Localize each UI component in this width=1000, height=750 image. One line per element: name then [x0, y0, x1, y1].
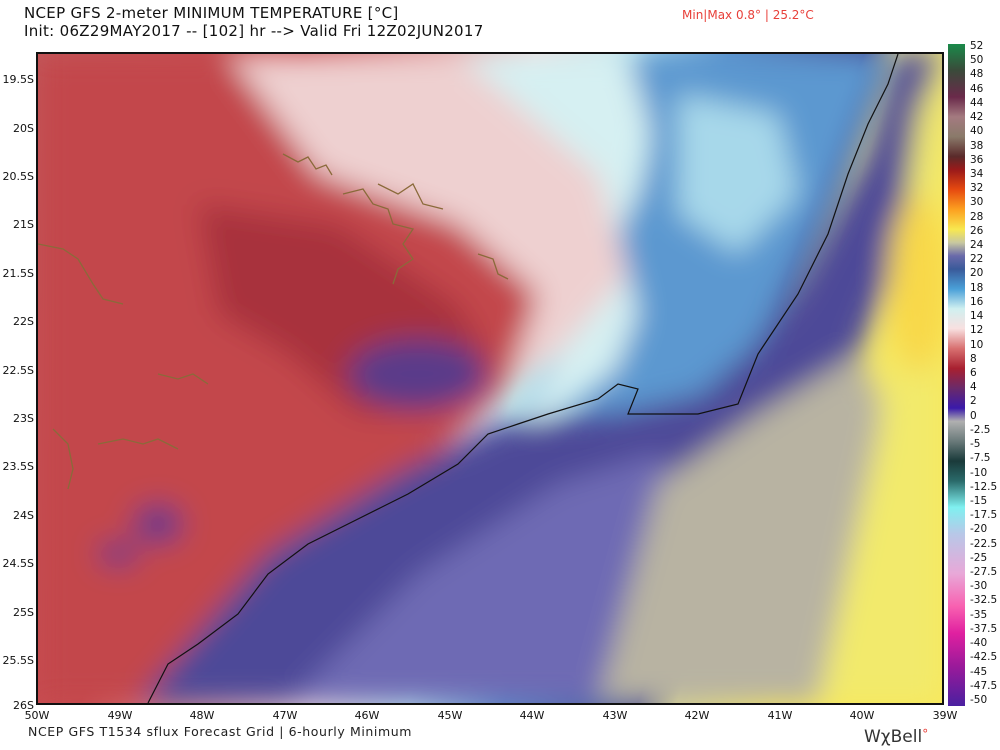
colorbar-label: 32	[970, 182, 984, 195]
logo-dot: °	[922, 727, 929, 741]
lon-label: 47W	[272, 709, 298, 722]
colorbar-label: 50	[970, 54, 984, 67]
lat-label: 20S	[13, 122, 34, 135]
lat-label: 26S	[13, 699, 34, 712]
lat-label: 25S	[13, 606, 34, 619]
lon-label: 50W	[24, 709, 50, 722]
colorbar-label: 46	[970, 82, 984, 95]
footer-source: NCEP GFS T1534 sflux Forecast Grid | 6-h…	[28, 724, 413, 739]
lon-label: 48W	[189, 709, 215, 722]
colorbar-label: 28	[970, 210, 984, 223]
colorbar-label: 24	[970, 239, 984, 252]
colorbar-label: 44	[970, 96, 984, 109]
colorbar-label: 4	[970, 381, 977, 394]
lon-label: 44W	[519, 709, 545, 722]
lat-label: 23.5S	[2, 460, 34, 473]
lon-label: 42W	[684, 709, 710, 722]
colorbar-label: 38	[970, 139, 984, 152]
colorbar-label: -50	[970, 694, 988, 706]
lat-label: 23S	[13, 412, 34, 425]
lon-label: 41W	[767, 709, 793, 722]
colorbar-label: 20	[970, 267, 984, 280]
coastline	[147, 54, 899, 703]
colorbar-label: -22.5	[970, 537, 998, 550]
temperature-map	[36, 52, 944, 705]
lon-label: 40W	[849, 709, 875, 722]
colorbar-label: -47.5	[970, 679, 998, 692]
colorbar-label: -15	[970, 494, 988, 507]
colorbar-label: 34	[970, 167, 984, 180]
lon-label: 46W	[354, 709, 380, 722]
colorbar-label: -5	[970, 438, 981, 451]
lat-label: 24.5S	[2, 557, 34, 570]
colorbar-label: -30	[970, 580, 988, 593]
colorbar-label: 26	[970, 224, 984, 237]
colorbar-label: -40	[970, 637, 988, 650]
lon-label: 49W	[107, 709, 133, 722]
logo-text: WχBell	[864, 727, 923, 747]
map-field	[38, 54, 942, 703]
colorbar-label: 12	[970, 324, 984, 337]
lat-label: 22S	[13, 315, 34, 328]
colorbar-label: -2.5	[970, 423, 991, 436]
colorbar-label: 2	[970, 395, 977, 408]
colorbar-label: -37.5	[970, 622, 998, 635]
colorbar-label: -42.5	[970, 651, 998, 664]
min-max-label: Min|Max 0.8° | 25.2°C	[682, 8, 814, 22]
colorbar-label: -12.5	[970, 480, 998, 493]
colorbar-label: -7.5	[970, 452, 991, 465]
colorbar-label: -45	[970, 665, 988, 678]
lon-label: 45W	[437, 709, 463, 722]
colorbar-label: 0	[970, 409, 977, 422]
lat-label: 21S	[13, 218, 34, 231]
colorbar-label: 10	[970, 338, 984, 351]
colorbar-label: -35	[970, 608, 988, 621]
chart-subtitle: Init: 06Z29MAY2017 -- [102] hr --> Valid…	[24, 22, 484, 40]
colorbar-label: -10	[970, 466, 988, 479]
colorbar-label: 42	[970, 111, 984, 124]
chart-title: NCEP GFS 2-meter MINIMUM TEMPERATURE [°C…	[24, 4, 399, 22]
lon-label: 39W	[932, 709, 958, 722]
lat-label: 22.5S	[2, 364, 34, 377]
colorbar-label: 40	[970, 125, 984, 138]
colorbar-label: 8	[970, 352, 977, 365]
colorbar-label: -27.5	[970, 566, 998, 579]
colorbar-label: -32.5	[970, 594, 998, 607]
colorbar-label: 6	[970, 367, 977, 379]
lat-label: 21.5S	[2, 267, 34, 280]
colorbar-label: 16	[970, 295, 984, 308]
lat-label: 19.5S	[2, 73, 34, 86]
colorbar	[948, 44, 965, 706]
lon-label: 43W	[602, 709, 628, 722]
colorbar-label: 36	[970, 153, 984, 166]
lat-label: 20.5S	[2, 170, 34, 183]
lat-label: 24S	[13, 509, 34, 522]
colorbar-label: 22	[970, 253, 984, 266]
colorbar-label: 52	[970, 40, 984, 52]
colorbar-label: 30	[970, 196, 984, 209]
colorbar-label: -17.5	[970, 509, 998, 522]
lat-label: 25.5S	[2, 654, 34, 667]
colorbar-label: 18	[970, 281, 984, 294]
colorbar-label: -20	[970, 523, 988, 536]
colorbar-label: -25	[970, 551, 988, 564]
colorbar-label: 48	[970, 68, 984, 81]
wxbell-logo: WχBell°	[864, 727, 928, 747]
colorbar-label: 14	[970, 310, 984, 323]
reservoir-outlines	[38, 153, 509, 490]
